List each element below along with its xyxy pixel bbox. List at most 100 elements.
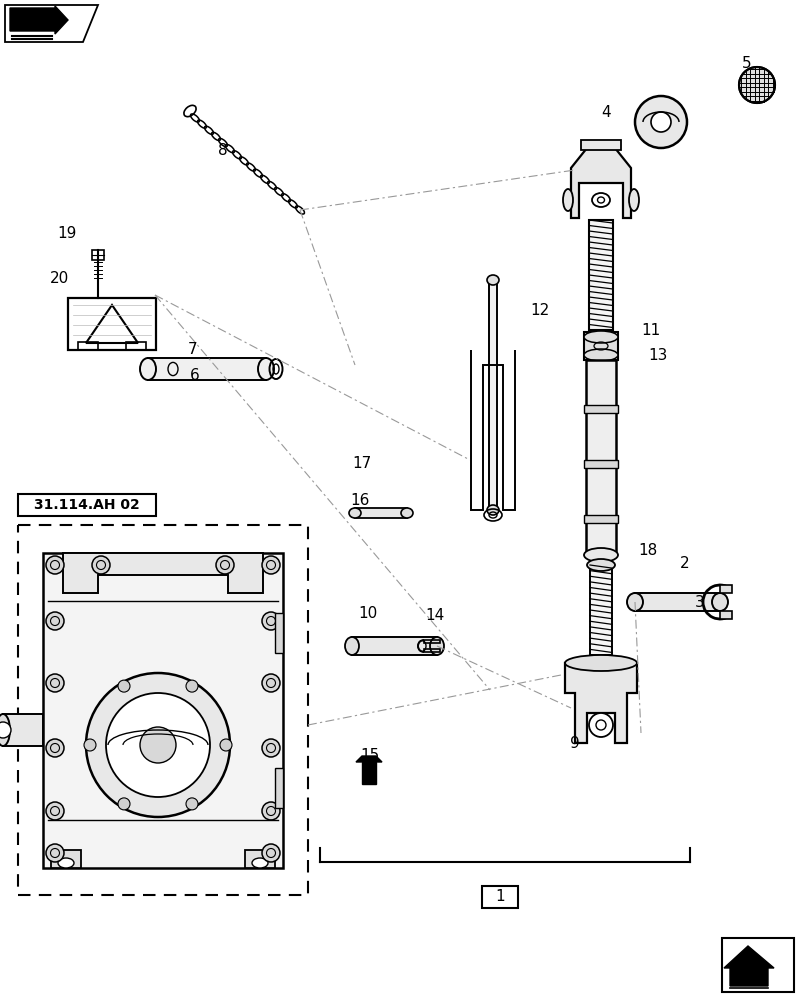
Circle shape xyxy=(262,802,280,820)
Bar xyxy=(719,611,731,619)
Circle shape xyxy=(186,680,198,692)
Bar xyxy=(354,508,406,518)
Bar xyxy=(634,593,719,611)
Polygon shape xyxy=(63,553,263,593)
Text: 8: 8 xyxy=(217,143,227,158)
Ellipse shape xyxy=(58,858,74,868)
Text: 16: 16 xyxy=(350,493,369,508)
Bar xyxy=(586,360,616,555)
Ellipse shape xyxy=(0,714,10,746)
Ellipse shape xyxy=(564,655,636,671)
Bar xyxy=(3,714,43,746)
Text: 3: 3 xyxy=(694,595,704,610)
Text: 18: 18 xyxy=(637,543,656,558)
Bar xyxy=(78,342,98,350)
Circle shape xyxy=(738,67,774,103)
Ellipse shape xyxy=(251,858,268,868)
Circle shape xyxy=(262,844,280,862)
Circle shape xyxy=(46,802,64,820)
Text: 20: 20 xyxy=(50,271,69,286)
Circle shape xyxy=(262,556,280,574)
Ellipse shape xyxy=(345,637,358,655)
Ellipse shape xyxy=(583,548,617,562)
Bar xyxy=(719,585,731,593)
Circle shape xyxy=(262,739,280,757)
Bar xyxy=(581,140,620,150)
Bar xyxy=(18,494,156,516)
Ellipse shape xyxy=(401,508,413,518)
Bar xyxy=(275,768,283,808)
Text: 12: 12 xyxy=(530,303,548,318)
Bar xyxy=(423,649,440,652)
Circle shape xyxy=(86,673,230,817)
Text: 6: 6 xyxy=(190,368,200,383)
Text: 10: 10 xyxy=(358,606,377,621)
Text: 19: 19 xyxy=(57,226,76,241)
Ellipse shape xyxy=(586,559,614,571)
Circle shape xyxy=(262,674,280,692)
Ellipse shape xyxy=(258,358,273,380)
Circle shape xyxy=(84,739,96,751)
Text: 13: 13 xyxy=(647,348,667,363)
Circle shape xyxy=(262,612,280,630)
Circle shape xyxy=(118,798,130,810)
Bar xyxy=(583,332,617,360)
Circle shape xyxy=(634,96,686,148)
Ellipse shape xyxy=(430,637,444,655)
Circle shape xyxy=(46,612,64,630)
Polygon shape xyxy=(570,148,630,218)
Bar xyxy=(126,342,146,350)
Text: 17: 17 xyxy=(351,456,371,471)
Bar xyxy=(588,220,612,330)
Ellipse shape xyxy=(139,358,156,380)
Ellipse shape xyxy=(629,189,638,211)
Text: 2: 2 xyxy=(679,556,689,571)
Text: 11: 11 xyxy=(640,323,659,338)
Ellipse shape xyxy=(711,593,727,611)
Text: 1: 1 xyxy=(495,889,504,904)
Circle shape xyxy=(46,556,64,574)
Ellipse shape xyxy=(626,593,642,611)
Bar xyxy=(148,358,266,380)
Circle shape xyxy=(588,713,612,737)
Circle shape xyxy=(46,739,64,757)
Text: 5: 5 xyxy=(741,56,751,71)
Bar xyxy=(423,640,440,643)
Text: 31.114.AH 02: 31.114.AH 02 xyxy=(34,498,139,512)
Bar xyxy=(583,405,617,413)
Bar xyxy=(721,938,793,992)
Circle shape xyxy=(220,739,232,751)
Text: 7: 7 xyxy=(188,342,197,357)
Circle shape xyxy=(118,680,130,692)
Text: 9: 9 xyxy=(569,736,579,751)
Text: 14: 14 xyxy=(424,608,444,623)
Bar xyxy=(351,637,436,655)
Bar xyxy=(583,460,617,468)
Bar xyxy=(488,280,496,510)
Circle shape xyxy=(650,112,670,132)
Bar xyxy=(43,553,283,868)
Circle shape xyxy=(139,727,176,763)
Text: 4: 4 xyxy=(600,105,610,120)
Bar xyxy=(18,525,307,895)
Circle shape xyxy=(0,722,11,738)
Bar xyxy=(275,613,283,653)
Ellipse shape xyxy=(591,193,609,207)
Bar xyxy=(590,565,611,655)
Circle shape xyxy=(216,556,234,574)
Ellipse shape xyxy=(487,505,499,515)
Ellipse shape xyxy=(583,349,617,361)
Bar xyxy=(51,850,81,868)
Bar xyxy=(245,850,275,868)
Polygon shape xyxy=(10,6,68,34)
Ellipse shape xyxy=(487,275,499,285)
Polygon shape xyxy=(564,663,636,743)
Bar xyxy=(362,762,375,784)
Text: 15: 15 xyxy=(359,748,379,763)
Ellipse shape xyxy=(583,331,617,343)
Bar xyxy=(583,515,617,523)
Bar xyxy=(482,886,517,908)
Circle shape xyxy=(46,844,64,862)
Polygon shape xyxy=(355,756,381,762)
Polygon shape xyxy=(723,946,773,986)
